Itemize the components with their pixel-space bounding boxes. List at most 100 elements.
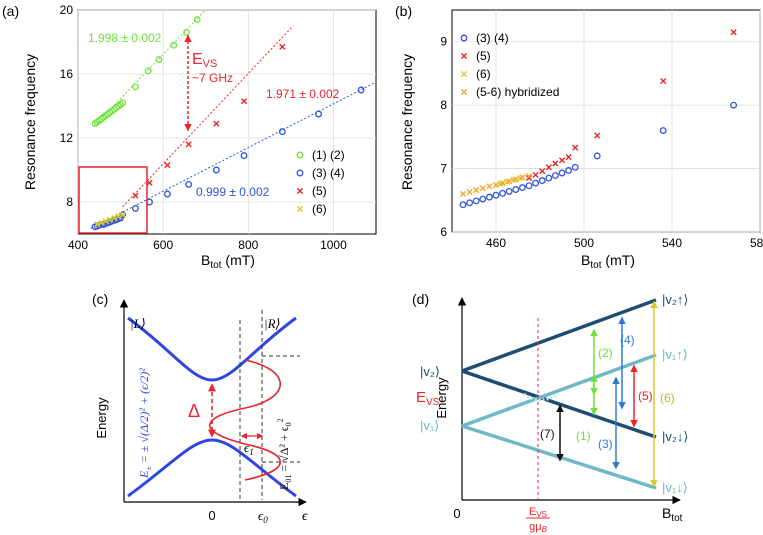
y-tick-label: 7: [440, 162, 447, 176]
panel-c-ylabel: Energy: [94, 397, 109, 439]
data-point: [144, 67, 152, 75]
data-point: [519, 174, 526, 181]
data-point: [551, 172, 559, 179]
panel-a-slope-blue: 0.999 ± 0.002: [196, 185, 270, 199]
panel-d-level-v1-down: [461, 424, 657, 490]
panel-c-ket-left: |L⟩: [130, 316, 146, 331]
data-point: [102, 218, 109, 225]
data-point: [459, 201, 467, 209]
data-point: [278, 128, 286, 136]
x-tick-label: 400: [68, 238, 88, 252]
panel-b-tick-labels: 460 500 540 580 6 7 8 9: [440, 35, 763, 250]
panel-d-right-v1-down: |v₁↓⟩: [662, 480, 688, 495]
panel-d-right-v1-up: |v₁↑⟩: [662, 347, 688, 362]
panel-d-anticrossing: [523, 392, 559, 402]
panel-d-transition-3-label: (3): [598, 437, 613, 451]
data-point: [545, 174, 553, 182]
x-tick-label: 580: [750, 236, 763, 250]
data-point: [163, 190, 171, 198]
panel-d-ylabel: Energy: [434, 377, 449, 419]
x-tick-label: 540: [662, 236, 682, 250]
x-tick-label: 460: [486, 236, 506, 250]
fit-line: [90, 81, 377, 229]
data-point: [170, 41, 178, 49]
panel-d-right-v2-up: |v₂↑⟩: [662, 292, 689, 307]
y-tick-label: 16: [60, 67, 74, 81]
data-point: [240, 152, 248, 160]
legend-label: (6): [476, 67, 491, 81]
panel-d-label: (d): [412, 291, 429, 307]
data-point: [492, 181, 500, 189]
panel-a-evs-value: ~7 GHz: [192, 71, 233, 85]
panel-a-tick-labels: 400 600 800 1000 8 12 16 20: [60, 3, 347, 252]
legend-marker: [296, 187, 304, 195]
panel-d-transition-7-label: (7): [540, 427, 555, 441]
data-point: [106, 216, 114, 223]
panel-d-transition-2-label: (2): [598, 346, 613, 360]
data-point: [146, 179, 153, 186]
data-point: [730, 101, 738, 109]
data-point: [525, 174, 533, 182]
data-point: [565, 154, 572, 161]
data-point: [98, 219, 105, 226]
y-tick-label: 8: [66, 195, 73, 209]
x-tick-label: 600: [153, 238, 173, 252]
data-point: [499, 189, 507, 197]
data-point: [94, 221, 101, 228]
y-tick-label: 12: [60, 131, 74, 145]
data-point: [240, 98, 248, 105]
panel-a-legend: (1) (2) (3) (4) (5) (6): [296, 148, 345, 216]
panel-b-legend: (3) (4) (5) (6) (5-6) hybridized: [460, 31, 559, 99]
data-point: [518, 184, 526, 192]
data-point: [315, 110, 322, 118]
data-point: [111, 214, 118, 222]
panel-d-fraction-numerator: EVS: [529, 506, 547, 519]
panel-c-xtick-zero: 0: [208, 508, 215, 523]
panel-a-gridlines: [77, 9, 376, 234]
panel-c-eps1: ϵ1: [244, 440, 254, 457]
data-point: [485, 193, 493, 201]
y-tick-label: 9: [440, 35, 447, 49]
data-point: [545, 164, 552, 171]
data-point: [505, 187, 513, 195]
data-point: [279, 43, 286, 50]
data-point: [479, 185, 486, 192]
data-point: [565, 167, 573, 174]
x-tick-label: 800: [238, 238, 258, 252]
legend-label: (1) (2): [312, 148, 345, 162]
data-point: [525, 182, 533, 190]
legend-label: (5): [312, 184, 327, 198]
panel-c-drive-wave: [209, 359, 282, 481]
panel-c-energy-formula: E± = ± √(Δ/2)² + (ϵ/2)²: [137, 368, 153, 479]
panel-d-level-v2-down: [461, 369, 657, 439]
data-point: [532, 171, 539, 179]
y-tick-label: 8: [440, 98, 447, 112]
panel-a-slope-green: 1.998 ± 0.002: [88, 31, 162, 45]
panel-b: (b) 460 500 540 580 6 7 8 9 (3) (4) (5) (6) (5-6) …: [395, 3, 763, 271]
data-point: [571, 163, 579, 171]
panel-a-xlabel: Btot (mT): [201, 252, 255, 271]
legend-label: (3) (4): [312, 166, 345, 180]
legend-marker: [460, 52, 468, 60]
data-point: [466, 199, 474, 207]
data-point: [512, 176, 519, 183]
data-point: [512, 186, 520, 193]
panel-d-x-zero: 0: [453, 506, 460, 521]
data-point: [552, 160, 559, 167]
panel-d-fraction-denominator: gμB: [529, 521, 547, 534]
data-point: [659, 127, 667, 134]
panel-d-left-v2: |v₂⟩: [420, 364, 440, 379]
panel-d-transition-1-label: (1): [576, 429, 591, 443]
panel-c-label: (c): [92, 291, 108, 307]
data-point: [115, 213, 122, 220]
data-point: [539, 168, 546, 175]
legend-label: (5): [476, 49, 491, 63]
data-point: [155, 56, 163, 64]
panel-a-evs-label: EVS: [192, 51, 217, 70]
panel-a-slope-red: 1.971 ± 0.002: [266, 87, 340, 101]
data-point: [486, 183, 493, 190]
panel-c-ket-right: |R⟩: [264, 316, 281, 331]
panel-d-left-v1: |v₁⟩: [420, 418, 439, 433]
data-point: [594, 132, 601, 139]
panel-d-xlabel: Btot: [662, 505, 683, 524]
